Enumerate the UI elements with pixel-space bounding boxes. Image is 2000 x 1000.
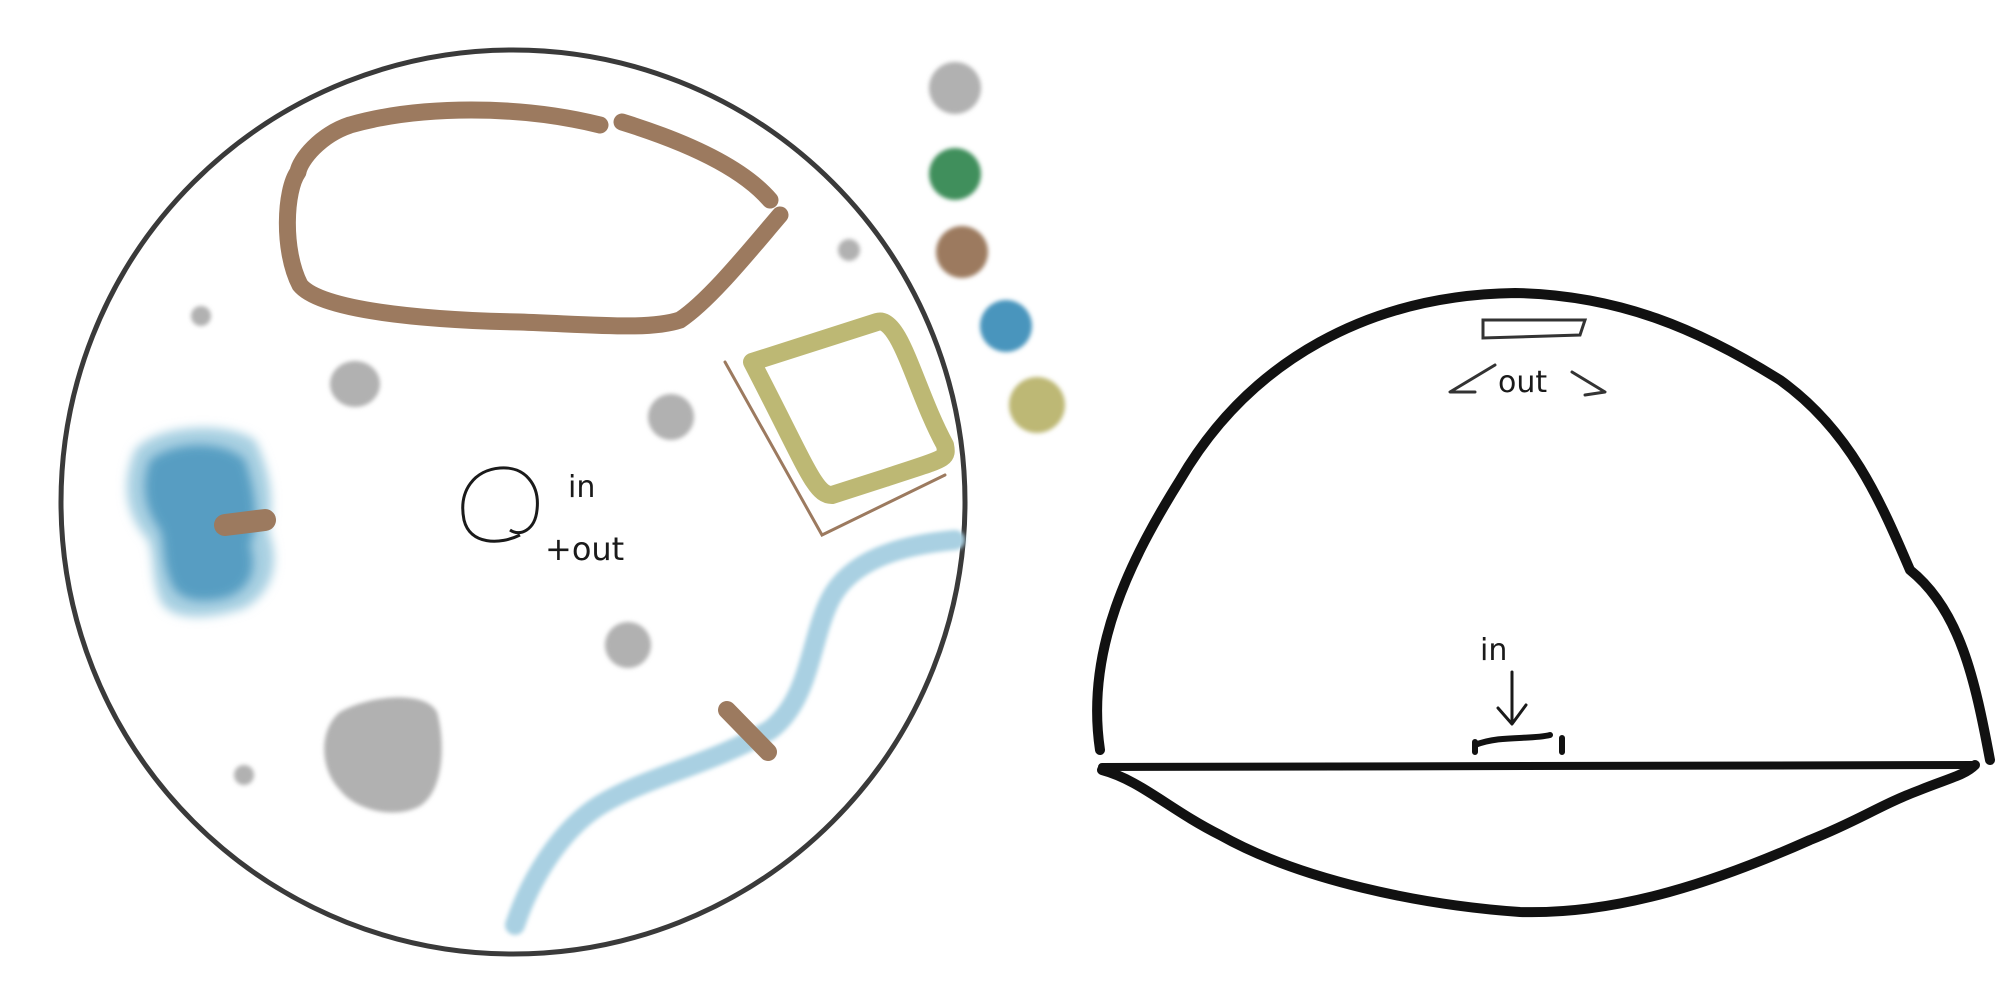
grey-swatch	[929, 62, 981, 114]
olive-swatch	[1009, 377, 1065, 433]
green-swatch	[929, 148, 981, 200]
rock-dot	[838, 239, 860, 261]
brown-swatch	[936, 226, 988, 278]
out-arrow-right	[1570, 370, 1607, 397]
center-label-out: +out	[545, 530, 624, 568]
rock	[648, 394, 694, 440]
pond-deep	[144, 445, 256, 601]
bowl-outline	[1097, 760, 1980, 918]
rock	[330, 361, 380, 407]
rock	[605, 622, 651, 668]
in-arrow	[1496, 670, 1528, 726]
top-opening	[1481, 318, 1588, 340]
pond-bridge	[214, 509, 276, 536]
bottom-label-in: in	[1480, 633, 1507, 668]
blue-swatch	[980, 300, 1032, 352]
center-label-in: in	[568, 470, 595, 505]
frame-shadow-line	[723, 360, 947, 537]
stream	[505, 530, 965, 935]
olive-frame	[743, 312, 955, 504]
stream-bridge	[718, 701, 777, 761]
loop-symbol	[461, 466, 539, 543]
bottom-opening	[1472, 732, 1565, 755]
rock-dot	[191, 306, 211, 326]
ground-line	[1098, 761, 1979, 771]
plan-view: in +out	[58, 47, 968, 957]
brown-loop-path	[278, 101, 789, 335]
section-view: out in	[1092, 288, 1995, 918]
rock-dot	[234, 765, 254, 785]
palette	[929, 62, 1065, 433]
plan-boundary-circle	[58, 47, 968, 957]
dome-outline	[1092, 288, 1995, 765]
out-arrow-left	[1448, 363, 1497, 394]
top-label-out: out	[1498, 365, 1547, 400]
brown-loop-path-end	[613, 113, 779, 209]
large-rock	[324, 697, 442, 813]
